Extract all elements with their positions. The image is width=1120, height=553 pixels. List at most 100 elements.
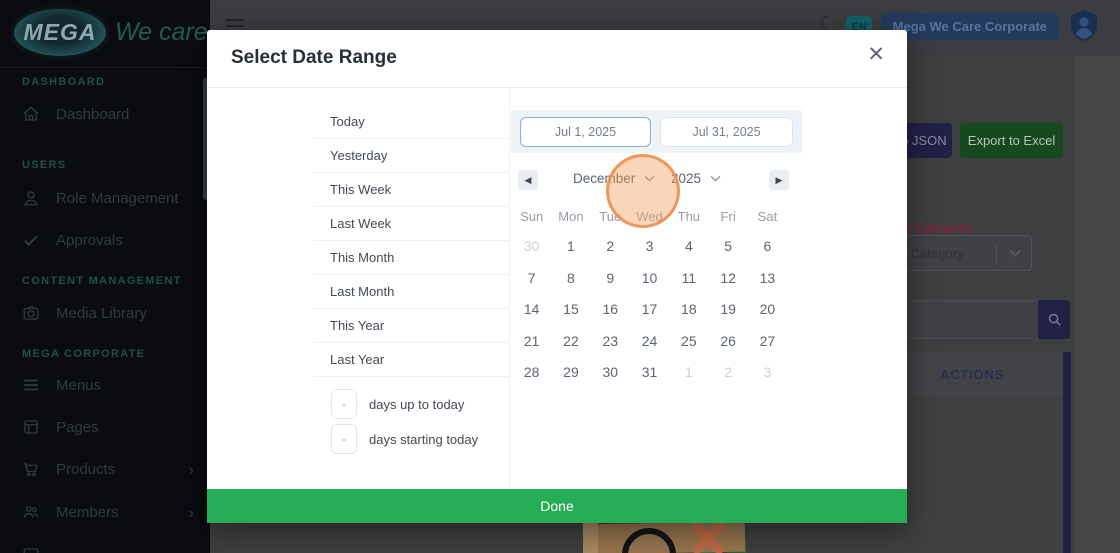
done-button[interactable]: Done [207,489,907,523]
sidebar-item-media-library[interactable]: Media Library [22,299,194,327]
weekday-label: Fri [720,209,736,224]
calendar-day[interactable]: 10 [641,269,658,286]
days-starting-today-input[interactable] [331,424,357,454]
calendar-day[interactable]: 21 [523,332,540,349]
days-up-to-today-input[interactable] [331,389,357,419]
sidebar-item-label: Dashboard [56,105,130,123]
calendar-day[interactable]: 16 [602,301,619,318]
chevron-down-icon [1009,249,1021,257]
sidebar-item-pages[interactable]: Pages [22,413,194,441]
chevron-right-icon: › [188,459,194,479]
people-icon [23,506,39,518]
date-range-panel [511,110,802,153]
preset-option[interactable]: Last Week [313,207,510,241]
calendar-day[interactable]: 17 [641,301,658,318]
sidebar-section-users: USERS [22,159,67,171]
pages-icon [24,420,38,434]
calendar-day[interactable]: 4 [684,238,693,254]
calendar-day[interactable]: 15 [563,301,579,318]
calendar-day[interactable]: 5 [724,238,733,254]
search-button[interactable] [1038,300,1070,339]
calendar-day[interactable]: 18 [681,301,697,318]
preset-option[interactable]: This Week [313,173,510,207]
media-icon [23,306,39,320]
calendar-day[interactable]: 6 [763,238,772,254]
sidebar-item-label: Media Library [56,304,147,322]
close-icon[interactable]: ✕ [867,43,885,66]
year-dropdown-value: 2025 [671,171,702,186]
calendar-day[interactable]: 12 [720,269,736,286]
cart-icon [24,463,38,477]
calendar-day[interactable]: 27 [759,332,776,349]
table-header-actions: ACTIONS [940,367,1005,382]
search-icon [1048,313,1061,326]
preset-option[interactable]: This Month [313,241,510,275]
preset-option[interactable]: Yesterday [313,139,510,173]
year-dropdown[interactable]: 2025 [671,171,721,186]
modal-body: Today Yesterday This Week Last Week This Mon… [207,88,907,489]
calendar-day[interactable]: 20 [759,301,776,318]
calendar-day[interactable]: 3 [763,364,772,381]
preset-option[interactable]: This Year [313,309,510,343]
dark-mode-moon-icon[interactable]: ☾ [818,14,836,35]
calendar-day[interactable]: 2 [724,364,733,381]
calendar-pane: ◀ ▶ December 2025 SunMonTueWedThuFriSat … [511,88,907,489]
sidebar-item-members[interactable]: Members › [22,498,194,526]
preset-option[interactable]: Last Month [313,275,510,309]
calendar-day[interactable]: 30 [602,364,619,381]
calendar-day[interactable]: 3 [645,238,654,254]
sidebar-item-label: Approvals [56,231,123,249]
month-dropdown-value: December [573,171,636,186]
chevron-down-icon [710,175,721,182]
prev-month-button[interactable]: ◀ [518,170,538,190]
modal-header: Select Date Range ✕ [207,30,907,88]
calendar-days-grid: 30 1 2 3 4 5 6 7 8 9 10 11 12 13 14 15 16 17 18 19 20 21 22 23 2… [512,231,787,389]
tenant-button[interactable]: Mega We Care Corporate [880,13,1059,40]
presets-pane: Today Yesterday This Week Last Week This Mon… [207,88,510,489]
sidebar-item-role-management[interactable]: Role Management [22,184,194,212]
user-avatar-shield-icon[interactable] [1069,9,1099,42]
calendar-day[interactable]: 22 [563,332,579,349]
calendar-day[interactable]: 1 [684,364,693,381]
calendar-day[interactable]: 1 [567,238,575,254]
next-month-button[interactable]: ▶ [769,170,789,190]
sidebar-item-label: Role Management [56,189,179,207]
calendar-day[interactable]: 29 [563,364,579,381]
preset-option[interactable]: Today [313,105,510,139]
start-date-input[interactable] [520,117,651,147]
calendar-day[interactable]: 14 [523,301,540,318]
calendar-day[interactable]: 25 [681,332,697,349]
calendar-day[interactable]: 28 [523,364,540,381]
calendar-day[interactable]: 24 [641,332,658,349]
calendar-day[interactable]: 31 [641,364,658,381]
end-date-input[interactable] [660,117,793,147]
weekday-label: Mon [558,209,584,224]
sidebar-item-partial[interactable] [22,541,194,553]
month-dropdown[interactable]: December [573,171,655,186]
calendar-day[interactable]: 2 [606,238,615,254]
sidebar-scrollbar[interactable] [203,78,208,200]
calendar-day[interactable]: 23 [602,332,619,349]
table-scrollbar[interactable] [1063,352,1071,553]
sidebar-item-label: Products [56,460,116,478]
calendar-day[interactable]: 26 [720,332,736,349]
calendar-day[interactable]: 9 [606,269,615,286]
export-excel-button[interactable]: Export to Excel [960,123,1063,158]
calendar-day[interactable]: 11 [681,269,697,286]
sidebar-item-label: Members [56,503,119,521]
calendar-day[interactable]: 13 [759,269,776,286]
preset-option[interactable]: Last Year [313,343,510,377]
sidebar-item-menus[interactable]: Menus [22,371,194,399]
calendar-day[interactable]: 7 [527,269,536,286]
calendar-day[interactable]: 8 [567,269,575,286]
sidebar-item-products[interactable]: Products › [22,455,194,483]
days-up-to-today-label: days up to today [369,396,465,412]
modal-title: Select Date Range [231,47,397,68]
sidebar-item-dashboard[interactable]: Dashboard [22,100,194,128]
days-starting-today-label: days starting today [369,431,479,447]
select-date-range-modal: Select Date Range ✕ Today Yesterday This W… [207,30,907,523]
sidebar-item-approvals[interactable]: Approvals [22,226,194,254]
sidebar-item-label: Menus [56,376,102,394]
calendar-day[interactable]: 30 [523,238,540,254]
calendar-day[interactable]: 19 [720,301,736,318]
